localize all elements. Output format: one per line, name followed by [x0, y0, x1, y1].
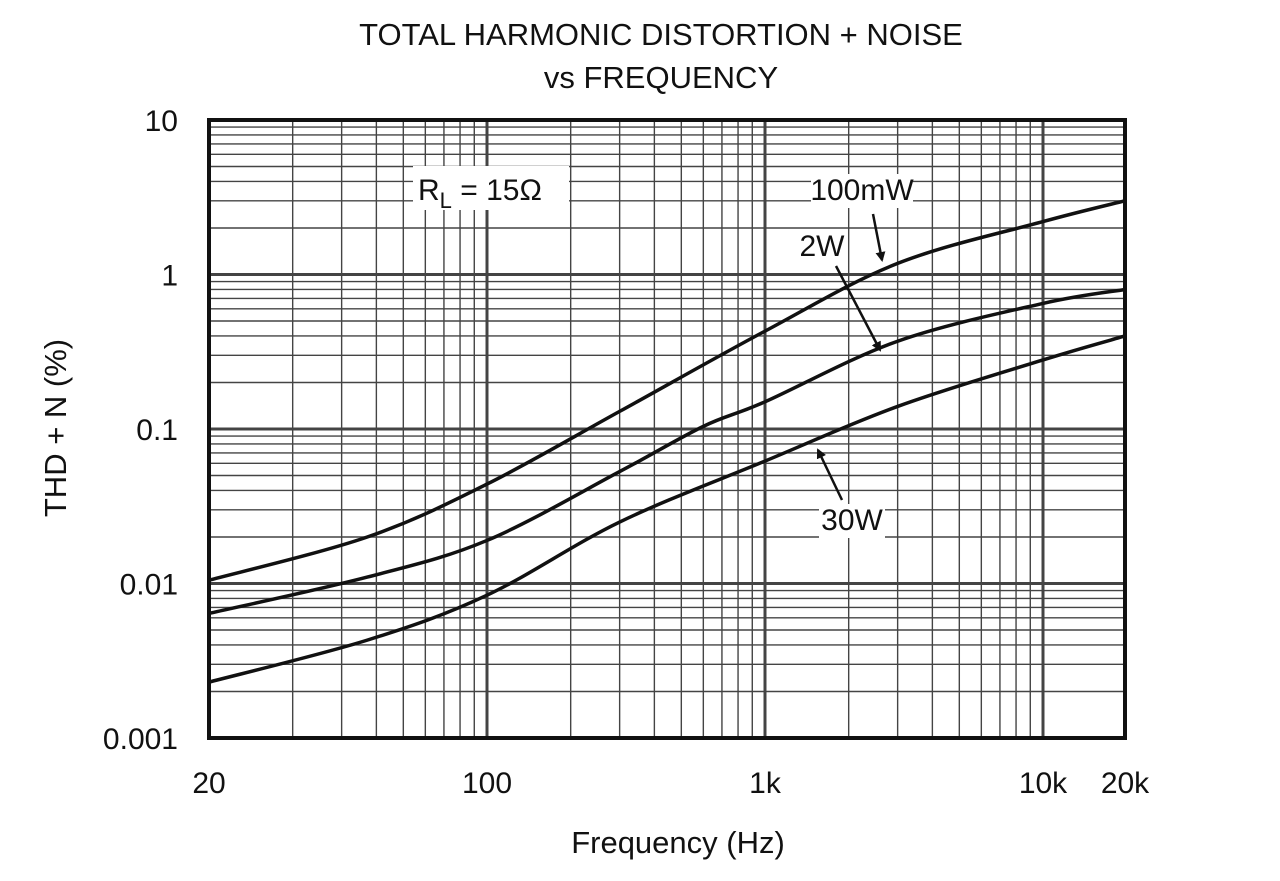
series-label-100mw: 100mW [810, 174, 914, 207]
x-axis-label: Frequency (Hz) [571, 825, 785, 860]
series-label-30w: 30W [821, 504, 883, 537]
grid [209, 120, 1125, 738]
series-line-30w [208, 334, 1126, 684]
tick-labels: 20 100 1k 10k 20k 10 1 0.1 0.01 0.001 [103, 105, 1150, 800]
series-arrow [871, 213, 886, 262]
y-tick-label: 10 [145, 105, 178, 138]
x-tick-label: 1k [749, 767, 782, 800]
rl-annotation: RL = 15Ω [418, 174, 542, 213]
y-tick-label: 1 [161, 260, 178, 293]
plot-frame [207, 118, 1127, 740]
x-tick-label: 100 [462, 767, 512, 800]
series-arrow [816, 448, 844, 501]
series-label-bg [811, 174, 913, 208]
y-tick-label: 0.001 [103, 723, 178, 756]
x-tick-label: 10k [1019, 767, 1068, 800]
series-label-bg [819, 504, 885, 538]
y-tick-label: 0.1 [136, 414, 178, 447]
chart-subtitle: vs FREQUENCY [544, 60, 778, 95]
series-labels: 100mW 2W 30W [798, 174, 914, 538]
x-tick-label: 20k [1101, 767, 1150, 800]
series-arrow [834, 265, 882, 352]
series-label-bg [798, 230, 846, 264]
rl-label-bg [413, 166, 569, 210]
chart-title: TOTAL HARMONIC DISTORTION + NOISE [359, 17, 963, 52]
series-line-2w [208, 287, 1126, 616]
y-axis-label: THD + N (%) [38, 339, 73, 517]
y-tick-label: 0.01 [120, 569, 178, 602]
curves [208, 199, 1126, 684]
series-line-100mw [208, 199, 1126, 582]
series-label-2w: 2W [800, 230, 846, 263]
x-tick-label: 20 [192, 767, 225, 800]
